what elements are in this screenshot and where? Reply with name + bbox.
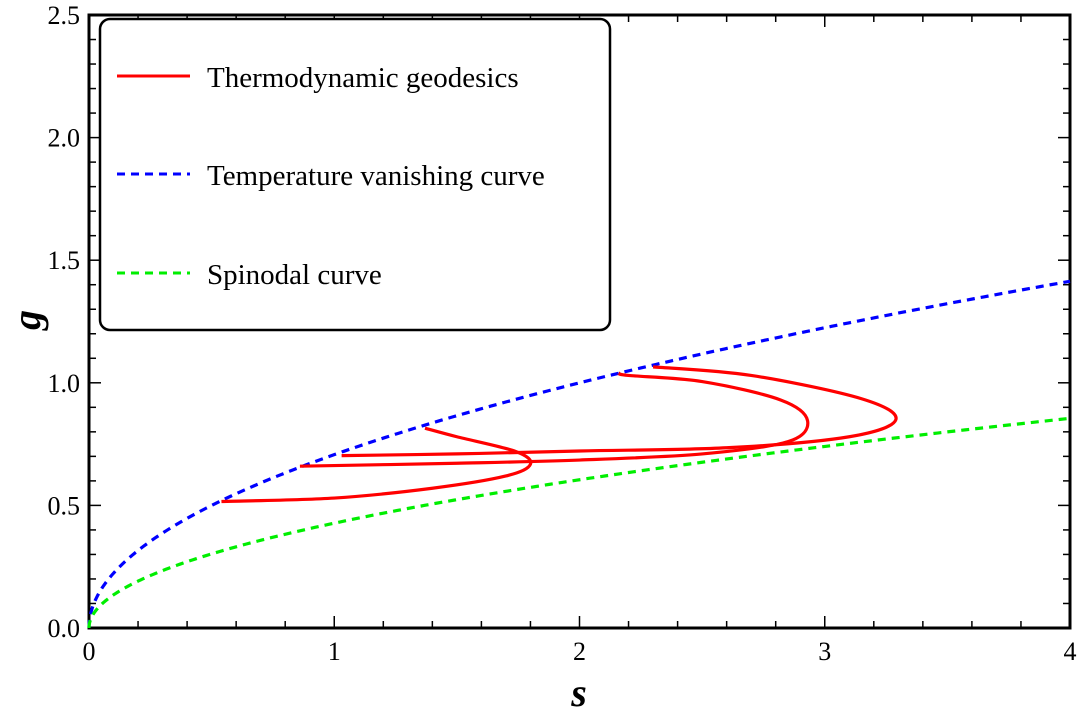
legend-box bbox=[98, 17, 612, 332]
series-geodesic-3 bbox=[341, 365, 898, 458]
y-tick-label: 0.5 bbox=[48, 491, 81, 520]
legend-label-spinodal: Spinodal curve bbox=[207, 259, 382, 291]
x-axis-title: s bbox=[570, 670, 587, 711]
x-tick-label: 2 bbox=[573, 637, 586, 666]
series-spinodal-curve bbox=[87, 416, 1071, 629]
y-tick-label: 0.0 bbox=[48, 614, 81, 643]
y-tick-label: 1.5 bbox=[48, 246, 81, 275]
legend: Thermodynamic geodesics Temperature vani… bbox=[98, 17, 612, 332]
x-tick-label: 4 bbox=[1064, 637, 1077, 666]
x-tick-label: 3 bbox=[818, 637, 831, 666]
series-temperature-vanishing-curve bbox=[87, 279, 1071, 629]
y-tick-label: 2.5 bbox=[48, 1, 81, 30]
x-tick-label: 0 bbox=[83, 637, 96, 666]
legend-label-geodesics: Thermodynamic geodesics bbox=[207, 62, 519, 94]
series-geodesic-1 bbox=[221, 426, 533, 504]
y-axis-title: g bbox=[4, 310, 49, 331]
y-tick-label: 1.0 bbox=[48, 369, 81, 398]
x-tick-label: 1 bbox=[328, 637, 341, 666]
y-tick-label: 2.0 bbox=[48, 124, 81, 153]
tick-labels: 0 1 2 3 4 0.0 0.5 1.0 1.5 2.0 2.5 bbox=[48, 1, 1077, 666]
series-layer bbox=[87, 279, 1071, 629]
legend-label-temperature: Temperature vanishing curve bbox=[207, 160, 545, 192]
